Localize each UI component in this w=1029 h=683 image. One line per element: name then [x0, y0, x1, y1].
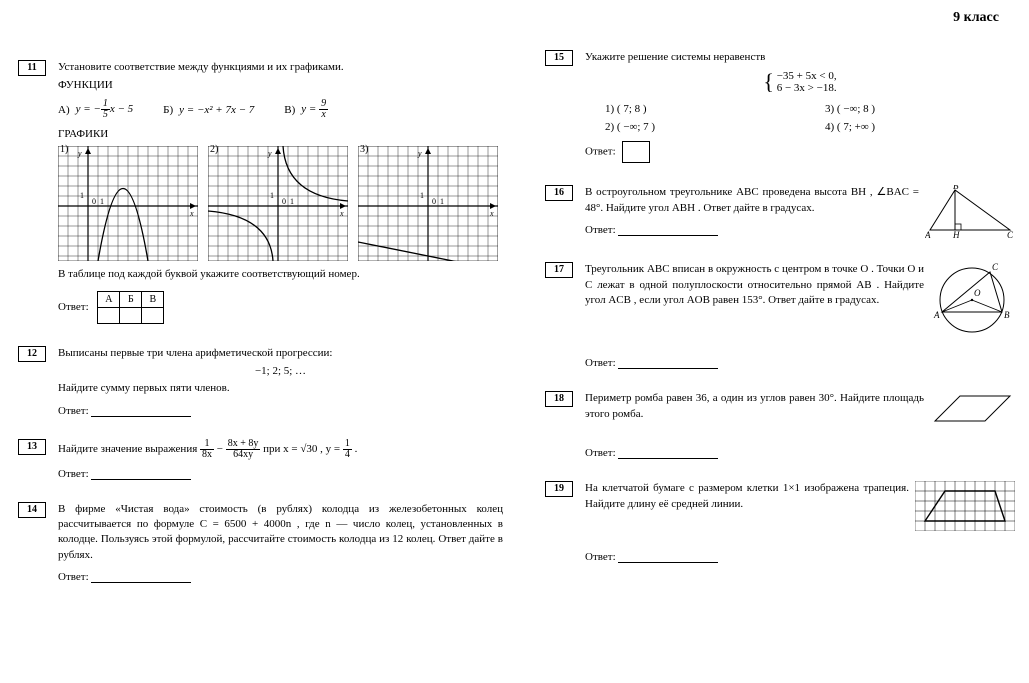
task-number: 19	[545, 481, 573, 497]
answer-label: Ответ:	[58, 571, 89, 583]
graph-2-num: 2)	[210, 144, 218, 155]
task-text: В фирме «Чистая вода» стоимость (в рубля…	[58, 502, 503, 564]
task-text: Выписаны первые три члена арифметической…	[58, 346, 503, 361]
answer-label: Ответ:	[58, 468, 89, 480]
option-1: 1) ( 7; 8 )	[605, 103, 805, 115]
left-column: 11 Установите соответствие между функция…	[18, 60, 503, 605]
task-number: 14	[18, 502, 46, 518]
svg-text:A: A	[925, 230, 931, 240]
triangle-figure: A H C B	[925, 185, 1015, 240]
svg-text:1: 1	[100, 197, 104, 206]
svg-text:y: y	[77, 149, 82, 158]
func-b-label: Б)	[163, 104, 173, 116]
svg-text:0: 0	[432, 197, 436, 206]
answer-label: Ответ:	[585, 447, 616, 459]
answer-label: Ответ:	[58, 301, 89, 313]
circle-figure: A B C O	[930, 262, 1015, 337]
answer-box[interactable]	[622, 141, 650, 163]
func-a-label: А)	[58, 104, 70, 116]
option-4: 4) ( 7; +∞ )	[825, 121, 1025, 133]
task-number: 15	[545, 50, 573, 66]
func-a: y = −15x − 5	[76, 99, 134, 120]
task-17: 17 A B C O Треугольник ABC вписан в окру…	[545, 262, 1015, 369]
svg-text:H: H	[952, 230, 960, 240]
answer-line[interactable]	[618, 551, 718, 563]
options: 1) ( 7; 8 ) 3) ( −∞; 8 ) 2) ( −∞; 7 ) 4)…	[605, 103, 1015, 133]
task-question: Найдите сумму первых пяти членов.	[58, 381, 503, 396]
task-16: 16 A H C B В остроугольном треугольнике …	[545, 185, 1015, 240]
system: { −35 + 5x < 0, 6 − 3x > −18.	[585, 69, 1015, 95]
svg-text:x: x	[339, 209, 344, 218]
functions-row: А) y = −15x − 5 Б) y = −x² + 7x − 7 В) y…	[58, 99, 503, 120]
task-18: 18 Периметр ромба равен 36, а один из уг…	[545, 391, 1015, 459]
graph-1-num: 1)	[60, 144, 68, 155]
svg-text:B: B	[1004, 310, 1010, 320]
answer-row: Ответ: АБВ	[58, 291, 503, 324]
svg-text:x: x	[489, 209, 494, 218]
graph-3-num: 3)	[360, 144, 368, 155]
svg-text:C: C	[992, 262, 999, 272]
task-19: 19 На клетчатой бумаге с размером клетки…	[545, 481, 1015, 563]
task-number: 16	[545, 185, 573, 201]
task-12: 12 Выписаны первые три члена арифметичес…	[18, 346, 503, 417]
svg-text:1: 1	[270, 191, 274, 200]
task-text: Найдите значение выражения 18x − 8x + 8y…	[58, 439, 503, 460]
answer-line[interactable]	[618, 357, 718, 369]
svg-text:1: 1	[440, 197, 444, 206]
func-b: y = −x² + 7x − 7	[179, 104, 254, 116]
svg-text:1: 1	[290, 197, 294, 206]
task-number: 13	[18, 439, 46, 455]
task-14: 14 В фирме «Чистая вода» стоимость (в ру…	[18, 502, 503, 584]
answer-label: Ответ:	[585, 224, 616, 236]
task-15: 15 Укажите решение системы неравенств { …	[545, 50, 1015, 163]
answer-label: Ответ:	[585, 146, 616, 158]
graph-1: 1) 01 1	[58, 146, 198, 261]
svg-text:y: y	[417, 149, 422, 158]
answer-label: Ответ:	[585, 551, 616, 563]
answer-line[interactable]	[618, 447, 718, 459]
graph-3: 3) 01 1 x y	[358, 146, 498, 261]
svg-text:0: 0	[92, 197, 96, 206]
task-after: В таблице под каждой буквой укажите соот…	[58, 267, 503, 282]
svg-text:C: C	[1007, 230, 1014, 240]
task-number: 11	[18, 60, 46, 76]
task-13: 13 Найдите значение выражения 18x − 8x +…	[18, 439, 503, 480]
functions-heading: ФУНКЦИИ	[58, 79, 503, 91]
option-3: 3) ( −∞; 8 )	[825, 103, 1025, 115]
rhombus-figure	[930, 391, 1015, 431]
answer-line[interactable]	[91, 405, 191, 417]
svg-text:B: B	[953, 185, 959, 191]
svg-text:1: 1	[420, 191, 424, 200]
abv-table: АБВ	[97, 291, 164, 324]
graphs-heading: ГРАФИКИ	[58, 128, 503, 140]
svg-text:x: x	[189, 209, 194, 218]
task-number: 18	[545, 391, 573, 407]
svg-text:0: 0	[282, 197, 286, 206]
answer-label: Ответ:	[585, 357, 616, 369]
graph-2: 2) 01 1 x y	[208, 146, 348, 261]
answer-line[interactable]	[91, 468, 191, 480]
answer-line[interactable]	[91, 571, 191, 583]
svg-text:A: A	[933, 310, 940, 320]
trapezoid-figure	[915, 481, 1015, 531]
task-number: 17	[545, 262, 573, 278]
task-text: Укажите решение системы неравенств	[585, 50, 1015, 65]
page-title: 9 класс	[953, 10, 999, 26]
answer-line[interactable]	[618, 224, 718, 236]
sequence: −1; 2; 5; …	[58, 365, 503, 377]
task-number: 12	[18, 346, 46, 362]
task-11: 11 Установите соответствие между функция…	[18, 60, 503, 324]
svg-text:y: y	[267, 149, 272, 158]
func-c-label: В)	[284, 104, 295, 116]
svg-text:O: O	[974, 288, 981, 298]
task-intro: Установите соответствие между функциями …	[58, 60, 503, 75]
func-c: y = 9x	[301, 99, 328, 120]
option-2: 2) ( −∞; 7 )	[605, 121, 805, 133]
svg-text:1: 1	[80, 191, 84, 200]
right-column: 15 Укажите решение системы неравенств { …	[545, 50, 1015, 585]
answer-label: Ответ:	[58, 405, 89, 417]
